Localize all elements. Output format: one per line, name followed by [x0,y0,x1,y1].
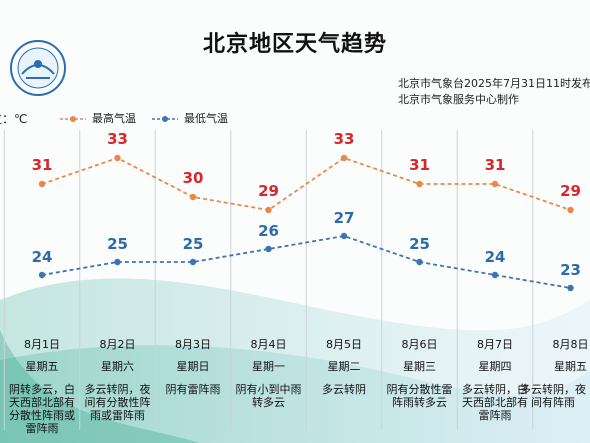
legend-label-high: 最高气温 [92,112,136,125]
weather-description: 多云转阴 [322,383,366,396]
legend-swatch-low [152,116,178,122]
weather-description: 阴转多云，白天西部北部有分散性阵雨或雷阵雨 [9,383,75,435]
weekday-label: 星期六 [101,360,134,373]
weekday-label: 星期三 [403,360,436,373]
data-label-high: 29 [560,182,581,200]
weekday-label: 星期一 [252,360,285,373]
data-label-low: 24 [32,248,53,266]
data-point-low [416,258,423,266]
data-label-low: 26 [258,222,279,240]
weather-description: 阴有雷阵雨 [165,383,221,396]
date-label: 8月2日 [100,338,136,351]
weekday-label: 星期四 [479,360,512,373]
data-point-high [38,180,46,188]
weekday-label: 星期二 [328,360,361,373]
data-label-low: 25 [183,235,204,253]
date-label: 8月4日 [251,338,287,351]
data-label-low: 25 [107,235,128,253]
data-label-low: 23 [560,261,581,279]
weather-description: 多云转阴，夜间有阵雨 [520,383,586,409]
unit-label: 单位：℃ [0,112,28,126]
data-point-high [567,206,574,214]
series-line-high [41,157,571,211]
date-label: 8月5日 [326,338,362,351]
data-point-high [416,180,423,188]
data-label-low: 27 [334,209,355,227]
data-point-high [265,206,272,214]
legend-swatch-high [60,116,86,122]
weather-description: 多云转阴，白天西部北部有雷阵雨 [462,383,528,422]
publisher-line-2: 北京市气象服务中心制作 [398,93,519,106]
data-label-high: 31 [409,156,430,174]
data-point-low [567,284,574,292]
date-label: 8月3日 [175,338,211,351]
data-point-low [265,245,272,253]
weather-service-logo [10,40,66,96]
data-point-high [189,193,197,201]
legend-label-low: 最低气温 [184,112,228,125]
date-label: 8月8日 [553,338,589,351]
data-label-low: 25 [409,235,430,253]
data-point-low [114,258,121,266]
weather-description: 阴有分散性雷阵雨转多云 [386,383,453,409]
legend-item-low: 最低气温 [152,110,228,126]
data-point-low [189,258,197,266]
data-label-high: 31 [32,156,53,174]
publisher-line-1: 北京市气象台2025年7月31日11时发布 [398,77,590,90]
weekday-label: 星期五 [26,360,59,373]
weather-description: 阴有小到中雨转多云 [235,383,302,409]
data-label-low: 24 [485,248,506,266]
weekday-label: 星期五 [554,360,587,373]
series-line-low [41,235,571,289]
data-label-high: 33 [107,130,128,148]
data-point-high [340,154,348,162]
page-title: 北京地区天气趋势 [202,32,387,57]
data-point-high [114,154,121,162]
data-point-high [491,180,499,188]
data-label-high: 33 [334,130,355,148]
weekday-label: 星期日 [177,360,210,373]
data-point-low [38,271,46,279]
data-label-high: 31 [485,156,506,174]
weather-description: 多云转阴，夜间有分散性阵雨或雷阵雨 [84,383,151,422]
data-label-high: 30 [183,169,204,187]
legend-item-high: 最高气温 [60,110,136,126]
date-label: 8月7日 [477,338,513,351]
data-point-low [340,232,348,240]
data-label-high: 29 [258,182,279,200]
date-label: 8月6日 [402,338,438,351]
data-point-low [491,271,499,279]
date-label: 8月1日 [24,338,60,351]
